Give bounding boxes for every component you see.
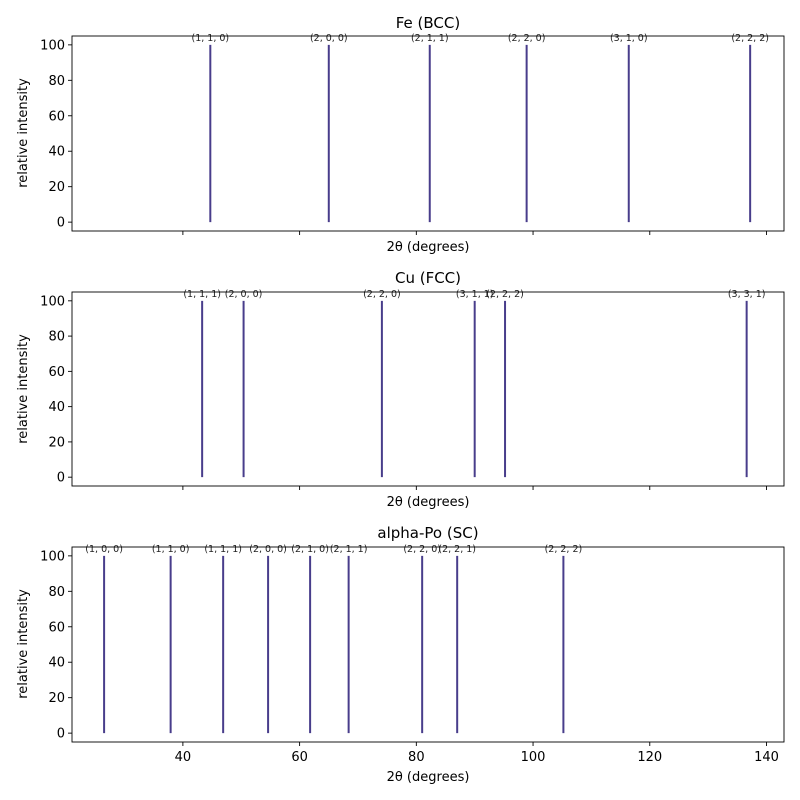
axes-frame	[71, 291, 785, 487]
x-tick-label: 140	[754, 750, 779, 765]
peak-label: (2, 2, 1)	[438, 544, 476, 555]
y-tick-label: 40	[48, 656, 65, 671]
peak-label: (2, 2, 2)	[545, 544, 583, 555]
y-tick-label: 20	[48, 435, 65, 450]
y-tick-label: 60	[48, 620, 65, 635]
y-tick-label: 60	[48, 365, 65, 380]
panel-title: Fe (BCC)	[396, 14, 460, 32]
y-tick-label: 0	[57, 216, 65, 231]
y-tick-label: 40	[48, 400, 65, 415]
peak-label: (3, 1, 1)	[456, 289, 494, 300]
panel-fe-bcc: Fe (BCC) 2θ (degrees) relative intensity…	[16, 14, 785, 255]
y-tick-label: 40	[48, 145, 65, 160]
peak-label: (2, 1, 1)	[411, 33, 449, 44]
peak-label: (3, 1, 0)	[610, 33, 648, 44]
y-tick-label: 60	[48, 109, 65, 124]
peak-label: (2, 0, 0)	[310, 33, 348, 44]
y-axis-label: relative intensity	[16, 334, 31, 444]
y-tick-label: 100	[40, 294, 65, 309]
x-tick-label: 40	[175, 750, 192, 765]
y-tick-label: 100	[40, 549, 65, 564]
x-tick-label: 100	[521, 750, 546, 765]
axes-frame	[71, 35, 785, 232]
panel-cu-fcc: Cu (FCC) 2θ (degrees) relative intensity…	[16, 269, 785, 510]
peak-marks: 0 20 40 60 80 100 40 60 80 100 120 140 (1, 0, 0) (1, …	[40, 544, 779, 765]
peak-label: (2, 2, 2)	[731, 33, 769, 44]
peak-label: (2, 1, 0)	[291, 544, 329, 555]
peak-label: (2, 2, 0)	[403, 544, 441, 555]
peak-label: (2, 2, 2)	[486, 289, 524, 300]
peak-label: (1, 1, 0)	[192, 33, 230, 44]
x-tick-label: 120	[637, 750, 662, 765]
peak-label: (1, 1, 1)	[183, 289, 221, 300]
x-tick-label: 60	[291, 750, 308, 765]
axes-frame	[71, 546, 785, 743]
y-tick-label: 80	[48, 74, 65, 89]
y-tick-label: 100	[40, 38, 65, 53]
y-tick-label: 0	[57, 727, 65, 742]
x-tick-label: 80	[408, 750, 425, 765]
y-tick-label: 80	[48, 330, 65, 345]
y-tick-label: 0	[57, 471, 65, 486]
peak-label: (1, 0, 0)	[85, 544, 123, 555]
peak-label: (2, 0, 0)	[225, 289, 263, 300]
peak-marks: 0 20 40 60 80 100 (1, 1, 1) (2, 0, 0) (2, 2, 0) (…	[40, 289, 767, 490]
peak-label: (1, 1, 1)	[204, 544, 242, 555]
panel-title: Cu (FCC)	[395, 269, 461, 287]
peak-label: (3, 3, 1)	[728, 289, 766, 300]
x-axis-label: 2θ (degrees)	[387, 495, 470, 510]
y-axis-label: relative intensity	[16, 589, 31, 699]
peak-label: (2, 1, 1)	[330, 544, 368, 555]
peak-label: (2, 2, 0)	[363, 289, 401, 300]
y-axis-label: relative intensity	[16, 78, 31, 188]
peak-label: (1, 1, 0)	[152, 544, 190, 555]
x-axis-label: 2θ (degrees)	[387, 770, 470, 785]
y-tick-label: 20	[48, 691, 65, 706]
y-tick-label: 20	[48, 180, 65, 195]
panel-title: alpha-Po (SC)	[377, 524, 478, 542]
peak-label: (2, 0, 0)	[249, 544, 287, 555]
panel-alpha-po-sc: alpha-Po (SC) 2θ (degrees) relative inte…	[16, 524, 785, 785]
x-axis-label: 2θ (degrees)	[387, 240, 470, 255]
peak-label: (2, 2, 0)	[508, 33, 546, 44]
y-tick-label: 80	[48, 585, 65, 600]
peak-marks: 0 20 40 60 80 100 (1, 1, 0) (2, 0, 0) (2, 1, 1) (…	[40, 33, 769, 235]
